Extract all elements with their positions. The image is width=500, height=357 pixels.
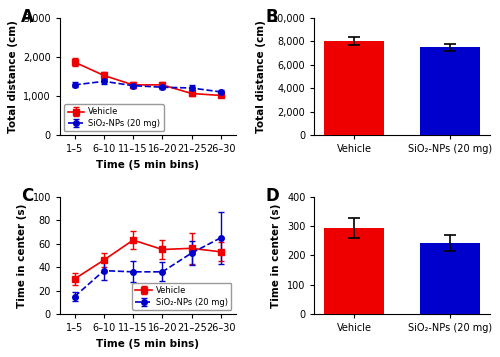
Bar — [324, 41, 384, 135]
Text: C: C — [22, 187, 34, 205]
Text: A: A — [22, 9, 35, 26]
Legend: Vehicle, SiO₂-NPs (20 mg): Vehicle, SiO₂-NPs (20 mg) — [64, 104, 164, 131]
Text: D: D — [266, 187, 279, 205]
Y-axis label: Total distance (cm): Total distance (cm) — [256, 20, 266, 133]
Y-axis label: Time in center (s): Time in center (s) — [272, 203, 281, 308]
X-axis label: Time (5 min bins): Time (5 min bins) — [96, 160, 200, 170]
X-axis label: Time (5 min bins): Time (5 min bins) — [96, 339, 200, 349]
Legend: Vehicle, SiO₂-NPs (20 mg): Vehicle, SiO₂-NPs (20 mg) — [132, 283, 232, 310]
Y-axis label: Total distance (cm): Total distance (cm) — [8, 20, 18, 133]
Text: B: B — [266, 9, 278, 26]
Bar — [420, 47, 480, 135]
Y-axis label: Time in center (s): Time in center (s) — [17, 203, 27, 308]
Bar — [324, 228, 384, 314]
Bar — [420, 243, 480, 314]
